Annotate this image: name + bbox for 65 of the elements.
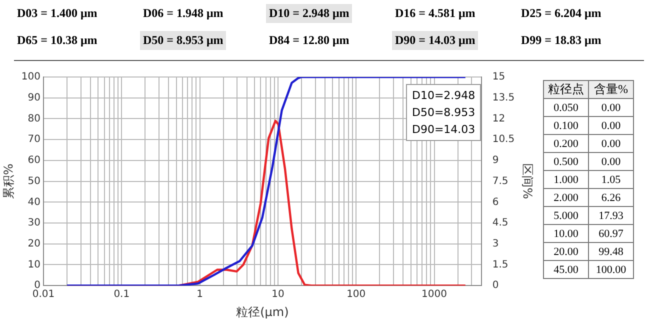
text: 0.00 [588, 152, 634, 170]
text: D90 = 14.03 μm [392, 31, 478, 50]
y-tick-label: 100 [21, 72, 40, 83]
y-tick-label: 60 [28, 155, 40, 166]
text: D50 = 8.953 μm [140, 31, 226, 50]
y-tick-label: 90 [28, 92, 40, 104]
x-tick-label: 10 [272, 289, 284, 300]
text: 含量% [588, 80, 634, 98]
text: 60.97 [588, 224, 634, 242]
text: 10.00 [544, 224, 588, 242]
text: 0.00 [588, 134, 634, 152]
x-tick-label: 1000 [422, 289, 448, 300]
text: 0.00 [588, 116, 634, 134]
text: 6.26 [588, 188, 634, 206]
x-tick-label: 1 [196, 289, 203, 300]
text: 0.500 [544, 152, 588, 170]
text: D03 = 1.400 μm [16, 5, 98, 22]
y2-tick-label: 7.5 [492, 176, 508, 187]
annotation: D50=8.953 [412, 105, 476, 121]
text: D16 = 4.581 μm [394, 5, 476, 22]
x-axis-title: 粒径(μm) [236, 304, 289, 319]
text: 1.000 [544, 170, 588, 188]
annotation: D90=14.03 [412, 122, 476, 138]
text: 100.00 [588, 260, 634, 278]
y2-tick-label: 13.5 [492, 92, 515, 104]
text: D25 = 6.204 μm [520, 5, 602, 22]
text: 粒径点 [544, 80, 588, 98]
y2-tick-label: 1.5 [492, 259, 508, 270]
y2-tick-label: 0 [492, 280, 499, 292]
text: D84 = 12.80 μm [268, 32, 350, 49]
text: 5.000 [544, 206, 588, 224]
text: 2.000 [544, 188, 588, 206]
x-tick-label: 0.01 [32, 289, 55, 300]
text: 0.050 [544, 98, 588, 116]
x-tick-label: 100 [346, 289, 366, 300]
text: 0.00 [588, 98, 634, 116]
text: 20.00 [544, 242, 588, 260]
y-tick-label: 80 [28, 113, 40, 124]
y2-tick-label: 12 [492, 113, 506, 124]
y2-tick-label: 10.5 [492, 134, 515, 146]
text: 17.93 [588, 206, 634, 224]
text: D06 = 1.948 μm [142, 5, 224, 22]
annotation: D10=2.948 [412, 88, 476, 104]
y-tick-label: 50 [28, 176, 40, 187]
y2-tick-label: 6 [492, 196, 499, 208]
y-tick-label: 30 [28, 218, 40, 229]
y2-axis-title: 区间% [520, 164, 535, 200]
text: 1.05 [588, 170, 634, 188]
text: 99.48 [588, 242, 634, 260]
text: 0.100 [544, 116, 588, 134]
text: D65 = 10.38 μm [16, 32, 98, 49]
y2-tick-label: 4.5 [492, 218, 508, 229]
y-tick-label: 70 [28, 134, 40, 146]
text: 45.00 [544, 260, 588, 278]
y-axis-title: 累积% [1, 164, 16, 200]
y-tick-label: 20 [28, 238, 40, 250]
text: 0.200 [544, 134, 588, 152]
y-tick-label: 10 [28, 259, 40, 270]
y2-tick-label: 9 [492, 155, 499, 166]
y2-tick-label: 15 [492, 72, 506, 83]
y-tick-label: 40 [28, 196, 40, 208]
x-tick-label: 0.1 [114, 289, 130, 300]
y2-tick-label: 3 [492, 238, 499, 250]
text: D10 = 2.948 μm [266, 4, 352, 23]
text: D99 = 18.83 μm [520, 32, 602, 49]
